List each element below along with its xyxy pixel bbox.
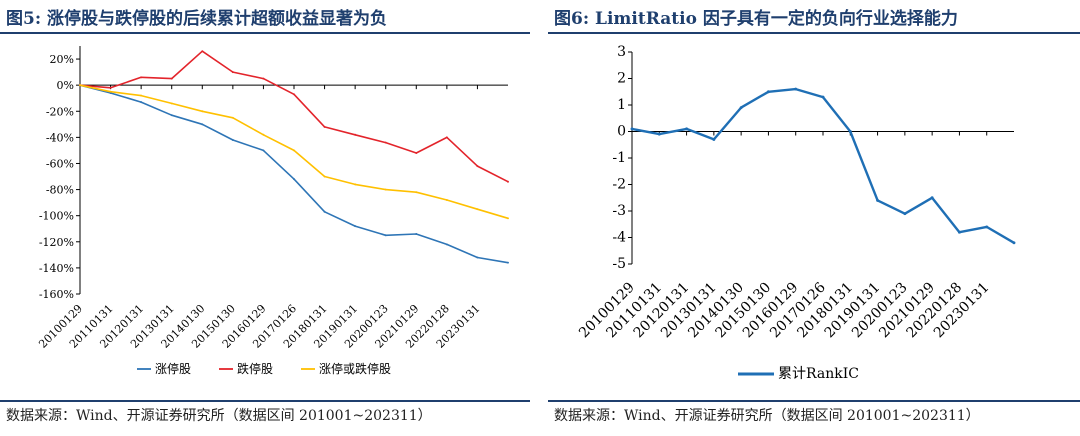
data-point xyxy=(507,261,509,264)
y-tick-label: 3 xyxy=(617,44,626,60)
series-line xyxy=(79,84,509,264)
data-point xyxy=(170,77,173,80)
data-point xyxy=(712,138,716,141)
y-tick-label: -1 xyxy=(612,150,626,166)
data-point xyxy=(415,152,418,154)
data-point xyxy=(109,86,112,89)
legend-label: 涨停或跌停股 xyxy=(319,361,391,376)
series-line xyxy=(79,50,509,183)
right-title-rule xyxy=(548,32,1080,34)
data-point xyxy=(415,232,418,235)
data-point xyxy=(201,50,204,53)
y-tick-label: -100% xyxy=(39,210,74,223)
y-tick-label: -80% xyxy=(46,184,74,197)
left-source-rule xyxy=(0,400,530,402)
data-point xyxy=(323,175,326,178)
y-tick-label: -5 xyxy=(612,256,626,272)
data-point xyxy=(262,133,265,136)
data-point xyxy=(293,93,295,96)
left-figure-title: 图5: 涨停股与跌停股的后续累计超额收益显著为负 xyxy=(6,9,388,29)
data-point xyxy=(384,234,387,237)
data-point xyxy=(739,106,743,110)
right-figure-title: 图6: LimitRatio 因子具有一定的负向行业选择能力 xyxy=(554,9,958,29)
y-tick-label: -160% xyxy=(39,288,74,301)
data-point xyxy=(354,183,357,186)
data-point xyxy=(766,90,770,94)
y-tick-label: -140% xyxy=(39,262,74,275)
data-point xyxy=(657,132,661,136)
right-source-rule xyxy=(548,400,1080,402)
data-point xyxy=(140,76,143,79)
data-point xyxy=(140,101,143,104)
data-point xyxy=(930,196,934,200)
data-point xyxy=(445,136,448,139)
data-point xyxy=(445,243,448,246)
series-line xyxy=(631,87,1015,244)
data-point xyxy=(630,127,634,131)
y-tick-label: -4 xyxy=(612,230,626,246)
data-point xyxy=(323,125,326,128)
data-point xyxy=(262,77,265,80)
y-tick-label: 0% xyxy=(57,79,74,92)
data-point xyxy=(903,212,907,216)
legend-label: 涨停股 xyxy=(155,361,191,376)
left-panel: 图5: 涨停股与跌停股的后续累计超额收益显著为负 20% 0% -20% -40% -6… xyxy=(0,0,530,436)
right-source-note: 数据来源：Wind、开源证券研究所（数据区间 201001~202311） xyxy=(554,408,980,424)
data-point xyxy=(79,84,81,87)
data-point xyxy=(354,225,357,228)
data-point xyxy=(384,188,387,191)
data-point xyxy=(476,165,479,168)
data-point xyxy=(685,127,689,131)
y-tick-label: 0 xyxy=(617,124,626,140)
data-point xyxy=(231,139,234,141)
data-point xyxy=(1012,241,1016,245)
y-tick-label: -60% xyxy=(46,157,74,170)
y-tick-label: -40% xyxy=(46,131,74,144)
left-source-note: 数据来源：Wind、开源证券研究所（数据区间 201001~202311） xyxy=(6,408,432,424)
y-tick-label: 1 xyxy=(617,97,626,113)
data-point xyxy=(445,199,448,201)
y-tick-label: -2 xyxy=(612,177,626,193)
data-point xyxy=(415,191,418,194)
y-tick-label: 2 xyxy=(617,71,626,87)
legend-label: 跌停股 xyxy=(237,361,273,376)
series-line xyxy=(79,84,509,220)
data-point xyxy=(957,230,961,234)
data-point xyxy=(354,133,357,136)
y-tick-label: 20% xyxy=(50,53,74,66)
y-tick-label: -20% xyxy=(46,105,74,118)
data-point xyxy=(293,178,295,181)
data-point xyxy=(140,94,143,97)
y-tick-label: -120% xyxy=(39,236,74,249)
data-point xyxy=(985,225,989,229)
data-point xyxy=(231,116,234,119)
data-point xyxy=(262,149,265,152)
data-point xyxy=(170,102,173,105)
data-point xyxy=(109,90,112,93)
right-panel: 图6: LimitRatio 因子具有一定的负向行业选择能力 3 2 1 0 -1 -2 -… xyxy=(548,0,1080,436)
legend-label: 累计RankIC xyxy=(778,366,859,382)
data-point xyxy=(507,180,509,183)
data-point xyxy=(848,130,852,133)
left-title-rule xyxy=(0,32,530,34)
left-chart: 20% 0% -20% -40% -60% -80% -100% -120% -140% -160… xyxy=(36,46,509,376)
data-point xyxy=(201,123,204,126)
data-point xyxy=(323,210,326,213)
data-point xyxy=(476,208,479,211)
data-point xyxy=(384,141,387,144)
right-chart: 3210-1-2-3-4-520100129201101312012013120… xyxy=(576,44,1016,382)
y-tick-label: -3 xyxy=(612,203,626,219)
data-point xyxy=(293,149,295,152)
data-point xyxy=(170,114,173,117)
data-point xyxy=(231,71,234,74)
data-point xyxy=(201,110,204,113)
data-point xyxy=(821,95,825,99)
data-point xyxy=(476,256,479,259)
data-point xyxy=(876,198,880,202)
data-point xyxy=(794,87,798,91)
data-point xyxy=(507,217,509,220)
